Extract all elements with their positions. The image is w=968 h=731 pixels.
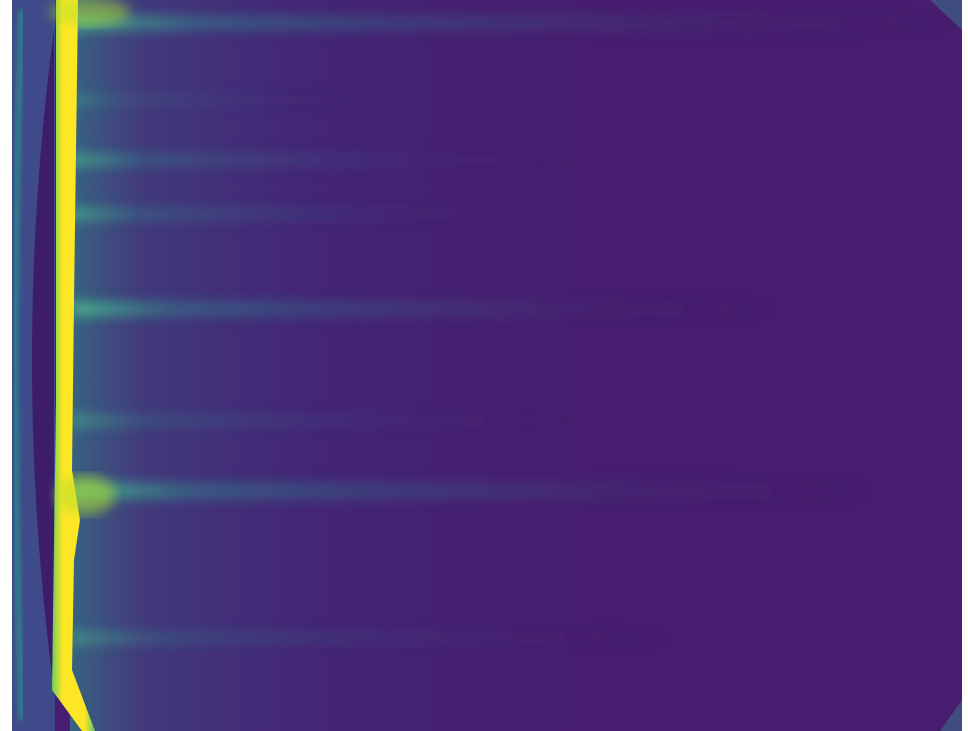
streak (70, 16, 950, 30)
streak (70, 208, 520, 220)
streak (70, 632, 670, 644)
glow (70, 0, 670, 731)
image (0, 0, 968, 731)
streak (70, 302, 770, 316)
page (0, 0, 968, 731)
streak (70, 415, 570, 427)
streak (70, 154, 570, 166)
bright-spot (55, 475, 115, 515)
streak (70, 95, 370, 105)
streak (70, 483, 870, 499)
